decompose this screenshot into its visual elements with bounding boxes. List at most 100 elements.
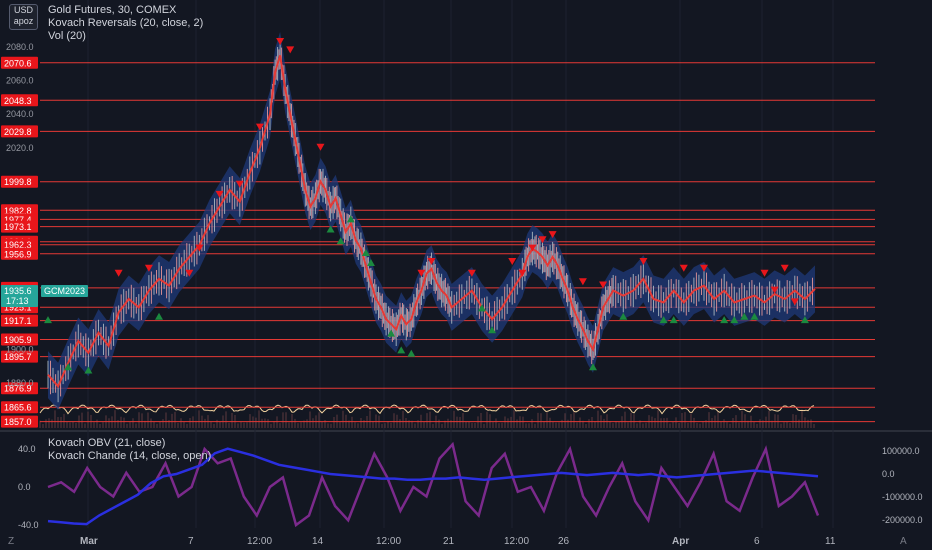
x-axis-tick: Mar [80, 536, 98, 547]
sub-y-right-tick: 100000.0 [882, 446, 920, 456]
sell-marker [114, 269, 123, 277]
last-price-bg [1, 285, 38, 307]
sell-marker [185, 269, 194, 277]
buy-marker [740, 312, 749, 320]
y-axis-tick: 2040.0 [6, 109, 34, 119]
buy-marker [361, 248, 370, 256]
sub-y-left-tick: 40.0 [18, 444, 36, 454]
price-level-value: 1905.9 [4, 335, 32, 345]
sell-marker [215, 190, 224, 198]
auto-scale-toggle[interactable]: A [900, 536, 907, 547]
legend-volume[interactable]: Vol (20) [48, 30, 86, 42]
sell-marker [467, 269, 476, 277]
price-level-value: 1982.8 [4, 206, 32, 216]
y-axis-tick: 1880.0 [6, 378, 34, 388]
y-axis-tick: 2060.0 [6, 76, 34, 86]
sub-y-right-tick: -100000.0 [882, 492, 923, 502]
x-axis-tick: 21 [443, 536, 455, 547]
sell-marker [286, 46, 295, 54]
price-level-label-bg [1, 56, 38, 69]
legend-kovach-obv[interactable]: Kovach OBV (21, close) [48, 437, 166, 449]
main-pane-legend: Gold Futures, 30, COMEX Kovach Reversals… [48, 4, 203, 43]
price-level-label: 1865.6 [1, 401, 38, 414]
sell-marker [578, 278, 587, 286]
price-level-label: 1917.1 [1, 314, 38, 327]
legend-symbol[interactable]: Gold Futures, 30, COMEX [48, 4, 177, 16]
price-level-label-bg [1, 125, 38, 138]
price-level-value: 1973.1 [4, 222, 32, 232]
x-axis-tick: Apr [672, 536, 689, 547]
buy-marker [336, 237, 345, 245]
price-level-label: 2070.6 [1, 56, 38, 69]
price-level-value: 1865.6 [4, 403, 32, 413]
sub-pane-legend: Kovach OBV (21, close) Kovach Chande (14… [48, 437, 211, 463]
x-axis-tick: 14 [312, 536, 324, 547]
sub-y-right-tick: 0.0 [882, 469, 895, 479]
symbol-badge: GCM2023 [41, 285, 88, 297]
kovach-obv-line [47, 447, 819, 526]
price-level-label: 2048.3 [1, 94, 38, 107]
price-level-label: 1962.3 [1, 238, 38, 251]
price-level-value: 1956.9 [4, 249, 32, 259]
buy-marker [488, 326, 497, 334]
buy-marker [397, 346, 406, 354]
sell-marker [276, 37, 285, 45]
y-axis-tick: 2080.0 [6, 42, 34, 52]
sell-marker [255, 123, 264, 131]
currency-label: USD [13, 5, 33, 15]
sell-marker [508, 258, 517, 266]
buy-marker [750, 312, 759, 320]
x-axis-tick: 12:00 [504, 536, 529, 547]
sub-y-left-tick: -40.0 [18, 520, 39, 530]
price-level-value: 1917.1 [4, 316, 32, 326]
sell-marker [548, 231, 557, 239]
legend-kovach-chande[interactable]: Kovach Chande (14, close, open) [48, 450, 212, 462]
buy-marker [84, 366, 93, 374]
price-level-label: 1956.9 [1, 247, 38, 260]
price-level-label: 1857.0 [1, 415, 38, 428]
price-level-value: 2048.3 [4, 96, 32, 106]
sell-marker [195, 244, 204, 252]
sell-marker [427, 258, 436, 266]
price-level-label-bg [1, 314, 38, 327]
buy-marker [477, 304, 486, 312]
buy-marker [64, 363, 73, 371]
sub-y-right-tick: -200000.0 [882, 515, 923, 525]
price-level-value: 1962.3 [4, 240, 32, 250]
sell-marker [528, 244, 537, 252]
zoom-toggle[interactable]: Z [8, 536, 15, 547]
account-label: apoz [13, 16, 34, 26]
price-level-label-bg [1, 238, 38, 251]
sell-marker [417, 269, 426, 277]
price-level-label-bg [1, 415, 38, 428]
x-axis-tick: 6 [754, 536, 760, 547]
kovach-reversal-line [47, 55, 816, 389]
x-axis-tick: 12:00 [247, 536, 272, 547]
price-level-label-bg [1, 220, 38, 233]
x-axis-tick: 11 [825, 536, 836, 547]
sell-marker [144, 264, 153, 272]
sell-marker [760, 269, 769, 277]
buy-marker [44, 316, 52, 324]
price-level-label: 1905.9 [1, 333, 38, 346]
buy-marker [326, 225, 335, 233]
price-level-value: 2029.8 [4, 127, 32, 137]
price-level-value: 1895.7 [4, 352, 32, 362]
legend-kovach-reversals[interactable]: Kovach Reversals (20, close, 2) [48, 17, 204, 29]
symbol-badge-bg [41, 285, 88, 297]
buy-marker [366, 259, 375, 267]
buy-marker [155, 312, 164, 320]
price-level-label-bg [1, 175, 38, 188]
price-level-label-bg [1, 204, 38, 217]
buy-marker [720, 316, 729, 324]
sell-marker [235, 180, 244, 188]
x-axis-tick: 26 [558, 536, 570, 547]
currency-account-box[interactable]: USD apoz [9, 4, 38, 30]
symbol-badge-text: GCM2023 [44, 286, 85, 296]
buy-marker [669, 316, 678, 324]
price-level-label: 1999.8 [1, 175, 38, 188]
price-level-value: 1925.1 [4, 303, 32, 313]
buy-marker [346, 215, 355, 223]
price-level-value: 1999.8 [4, 177, 32, 187]
